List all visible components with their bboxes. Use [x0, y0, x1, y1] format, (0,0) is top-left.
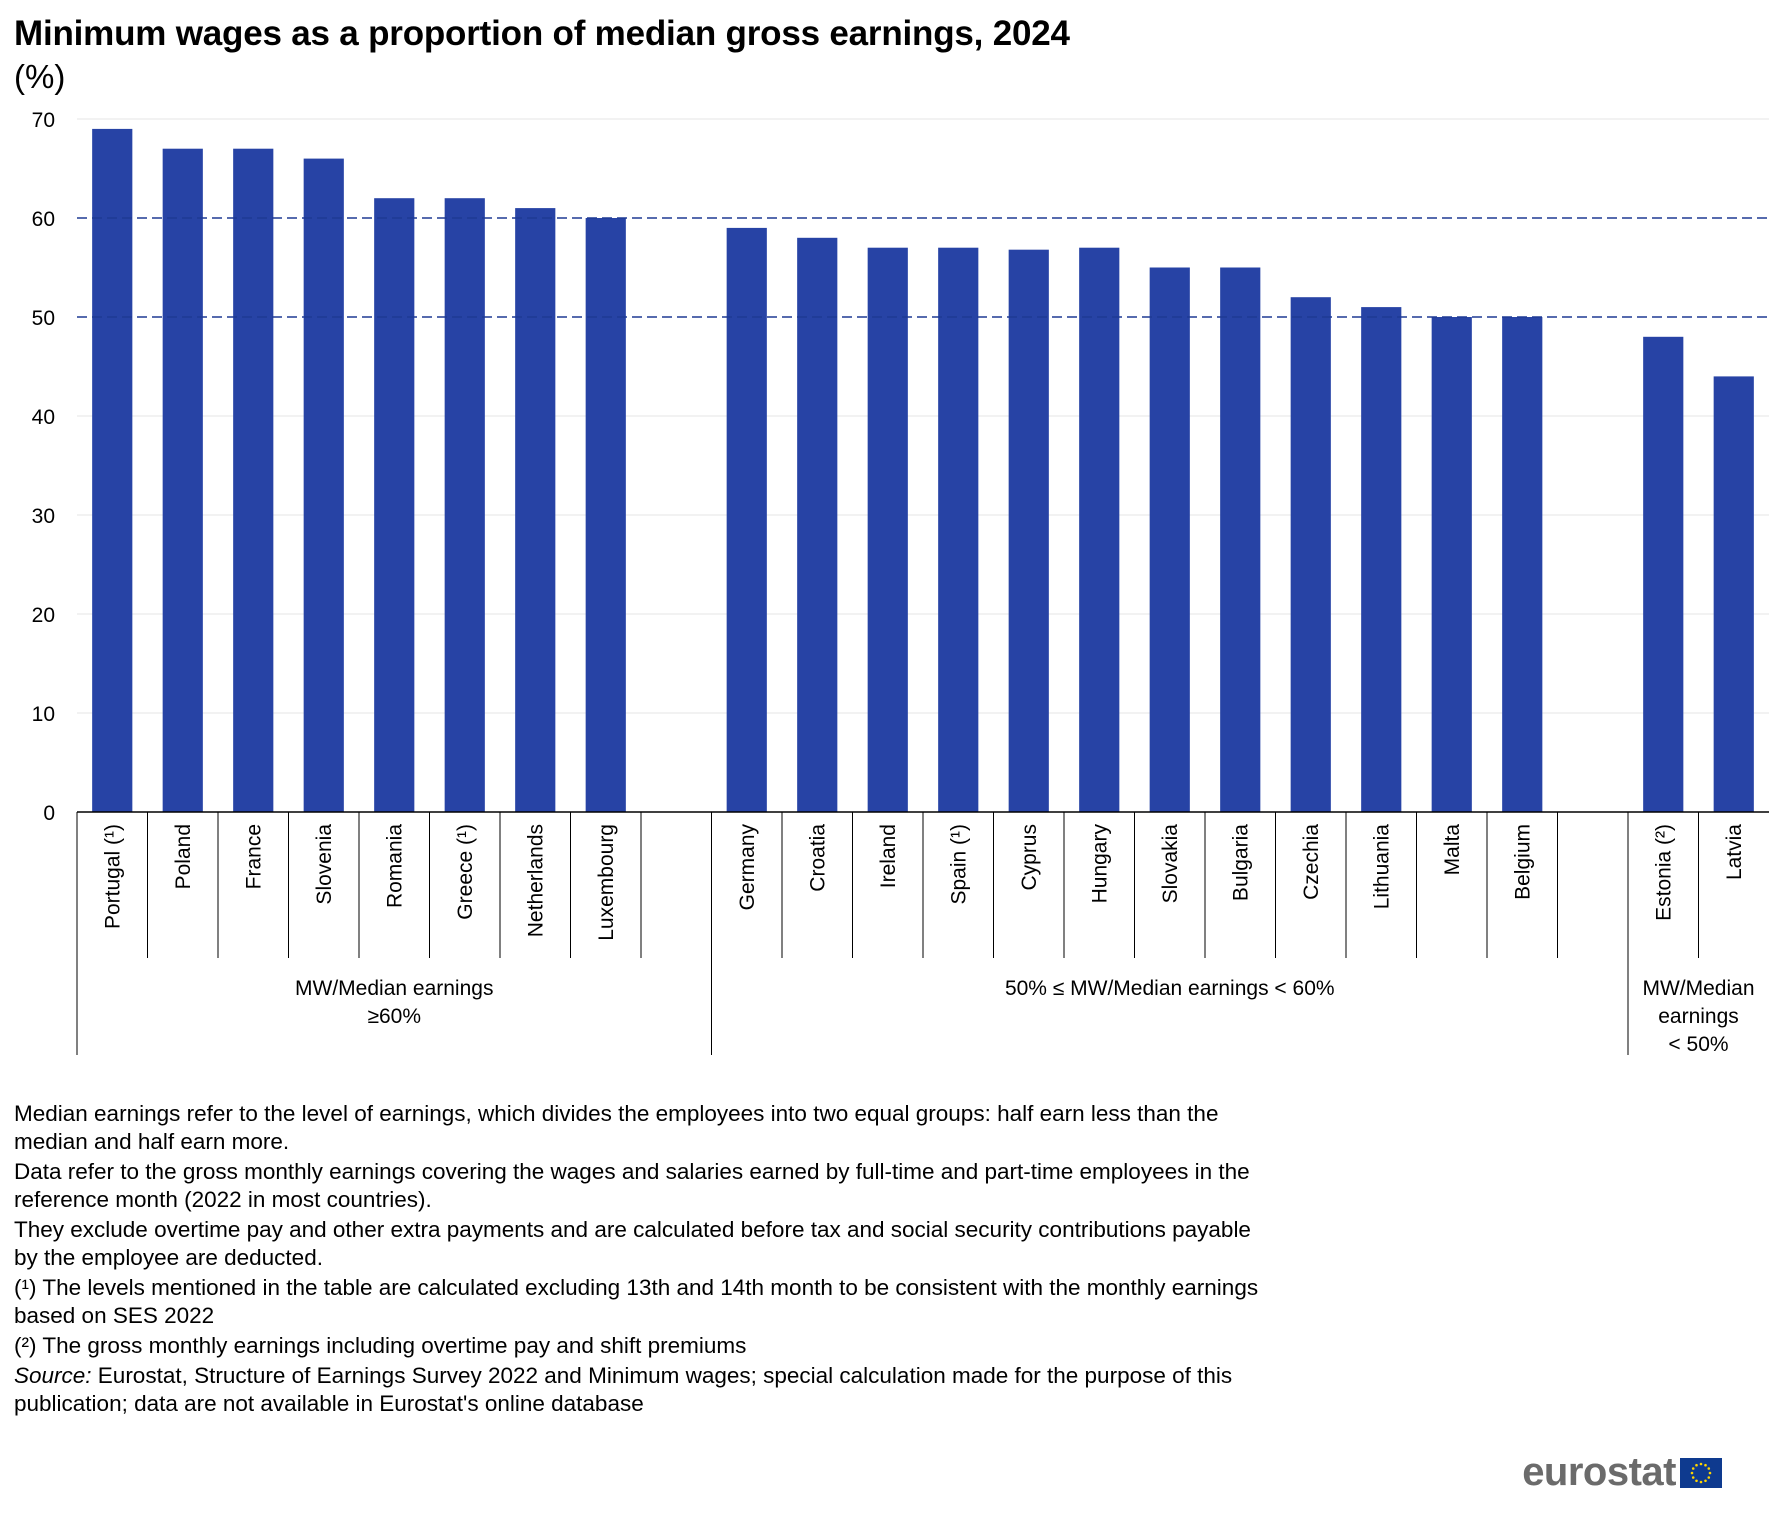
bar	[515, 208, 556, 813]
bar	[162, 148, 203, 812]
chart-title: Minimum wages as a proportion of median …	[14, 14, 1070, 53]
flag-star	[1691, 1475, 1695, 1479]
flag-star	[1699, 1480, 1703, 1483]
bar	[1713, 376, 1754, 812]
chart-notes: Median earnings refer to the level of ea…	[14, 1100, 1274, 1420]
group-label: MW/Median earnings	[295, 977, 493, 1000]
x-tick-label: Lithuania	[1370, 824, 1393, 910]
x-tick-label: Czechia	[1300, 824, 1323, 900]
source-label: Source:	[14, 1363, 92, 1388]
bar	[1290, 297, 1331, 812]
flag-star	[1691, 1466, 1695, 1470]
bar	[726, 227, 767, 812]
bar	[1079, 247, 1120, 812]
eurostat-logo: eurostat	[1522, 1450, 1722, 1495]
flag-star	[1707, 1466, 1711, 1470]
group-label: 50% ≤ MW/Median earnings < 60%	[1005, 977, 1335, 1000]
x-tick-label: Germany	[736, 824, 759, 911]
x-tick-label: Poland	[172, 824, 195, 889]
eu-flag-icon	[1680, 1457, 1722, 1488]
x-tick-label: Croatia	[806, 824, 829, 892]
x-tick-label: Bulgaria	[1229, 824, 1252, 901]
x-tick-label: Portugal (¹)	[101, 824, 124, 929]
x-tick-label: Spain (¹)	[947, 824, 970, 905]
chart-unit: (%)	[14, 58, 66, 95]
bar-chart: 0 10 20 30 40 50 60 70 Portugal (¹) Poland France S…	[32, 109, 1769, 1056]
flag-star	[1690, 1471, 1694, 1474]
source-text: Eurostat, Structure of Earnings Survey 2…	[14, 1363, 1233, 1416]
bar	[92, 128, 133, 812]
bar	[797, 237, 838, 813]
bar	[1502, 317, 1543, 812]
y-tick-label: 0	[43, 802, 55, 825]
x-tick-label: Estonia (²)	[1652, 824, 1675, 921]
x-tick-label: Latvia	[1723, 824, 1746, 880]
note-footnote-2: (²) The gross monthly earnings including…	[14, 1333, 747, 1358]
x-tick-label: Romania	[383, 824, 406, 908]
bar	[1361, 307, 1402, 812]
x-tick-label: Slovenia	[313, 824, 336, 905]
y-tick-label: 70	[32, 109, 55, 132]
bar	[1431, 317, 1472, 812]
bar	[1643, 336, 1684, 812]
flag-star	[1704, 1478, 1707, 1482]
bar	[938, 247, 979, 812]
y-tick-label: 60	[32, 208, 55, 231]
y-tick-label: 30	[32, 505, 55, 528]
x-tick-label: Belgium	[1511, 824, 1534, 900]
bar	[1220, 267, 1261, 812]
x-tick-label: France	[242, 824, 265, 889]
group-label: < 50%	[1668, 1033, 1728, 1056]
flag-star	[1708, 1471, 1712, 1474]
x-tick-label: Greece (¹)	[454, 824, 477, 920]
x-tick-label: Slovakia	[1159, 824, 1182, 904]
y-tick-label: 10	[32, 703, 55, 726]
x-tick-label: Cyprus	[1018, 824, 1041, 891]
x-tick-label: Malta	[1441, 824, 1464, 876]
bar	[867, 247, 908, 812]
note-median: Median earnings refer to the level of ea…	[14, 1101, 1219, 1154]
bar	[233, 148, 274, 812]
x-tick-label: Ireland	[877, 824, 900, 888]
y-tick-label: 40	[32, 406, 55, 429]
x-tick-label: Hungary	[1088, 824, 1111, 904]
bar	[374, 198, 415, 812]
bar	[303, 158, 344, 813]
group-label: earnings	[1658, 1005, 1739, 1028]
note-footnote-1: (¹) The levels mentioned in the table ar…	[14, 1275, 1259, 1328]
flag-star	[1704, 1463, 1707, 1467]
logo-text: eurostat	[1522, 1450, 1676, 1494]
group-label: ≥60%	[367, 1005, 421, 1028]
source-note: Source: Eurostat, Structure of Earnings …	[14, 1362, 1274, 1418]
bar	[444, 198, 485, 812]
bar	[585, 218, 626, 812]
note-gross-earnings: Data refer to the gross monthly earnings…	[14, 1159, 1250, 1212]
x-tick-label: Luxembourg	[595, 824, 618, 941]
group-label: MW/Median	[1642, 977, 1754, 1000]
y-tick-label: 50	[32, 307, 55, 330]
bar	[1008, 249, 1049, 812]
note-exclusions: They exclude overtime pay and other extr…	[14, 1217, 1251, 1270]
y-tick-label: 20	[32, 604, 55, 627]
flag-star	[1695, 1463, 1698, 1467]
flag-star	[1707, 1475, 1711, 1479]
flag-star	[1699, 1462, 1703, 1465]
x-tick-label: Netherlands	[524, 824, 547, 937]
bar	[1149, 267, 1190, 812]
flag-star	[1695, 1478, 1698, 1482]
